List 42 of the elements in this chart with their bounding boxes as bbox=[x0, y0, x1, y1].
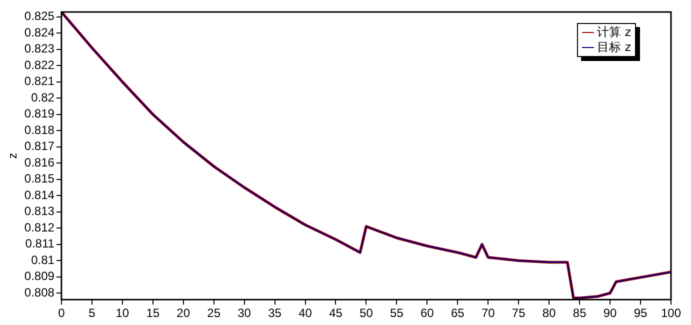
x-tick-label: 95 bbox=[634, 306, 648, 320]
x-tick-label: 100 bbox=[660, 306, 682, 320]
x-tick-label: 5 bbox=[88, 306, 96, 320]
x-tick-label: 70 bbox=[481, 306, 496, 320]
y-tick-label: 0.814 bbox=[24, 188, 55, 202]
y-tick-label: 0.816 bbox=[24, 155, 55, 170]
x-tick-label: 80 bbox=[542, 306, 556, 320]
y-tick-label: 0.824 bbox=[24, 25, 55, 40]
x-tick-label: 60 bbox=[420, 306, 434, 320]
x-tick-label: 20 bbox=[176, 306, 190, 320]
y-tick-label: 0.809 bbox=[24, 269, 55, 284]
x-tick-label: 25 bbox=[207, 306, 221, 320]
y-tick-label: 0.818 bbox=[24, 122, 55, 137]
y-tick-label: 0.821 bbox=[24, 74, 55, 88]
x-tick-label: 75 bbox=[512, 306, 526, 320]
x-tick-label: 10 bbox=[116, 306, 130, 320]
legend-label: 计算 z bbox=[596, 25, 631, 39]
x-tick-label: 15 bbox=[146, 306, 160, 320]
x-tick-label: 45 bbox=[329, 306, 343, 320]
x-tick-label: 90 bbox=[603, 306, 618, 320]
y-tick-label: 0.825 bbox=[24, 9, 55, 24]
x-tick-label: 65 bbox=[450, 306, 465, 320]
x-tick-label: 0 bbox=[58, 306, 66, 320]
y-axis-title: z bbox=[6, 152, 20, 159]
x-tick-label: 55 bbox=[390, 306, 404, 320]
y-tick-label: 0.808 bbox=[24, 285, 55, 300]
x-tick-label: 30 bbox=[238, 306, 252, 320]
y-tick-label: 0.82 bbox=[31, 90, 55, 104]
y-tick-label: 0.81 bbox=[31, 252, 55, 267]
x-tick-label: 40 bbox=[298, 306, 312, 320]
x-tick-label: 50 bbox=[360, 306, 374, 320]
y-tick-label: 0.817 bbox=[24, 139, 55, 154]
legend-label: 目标 z bbox=[596, 40, 631, 54]
y-tick-label: 0.812 bbox=[24, 220, 55, 234]
y-tick-label: 0.811 bbox=[25, 236, 55, 251]
y-tick-label: 0.815 bbox=[24, 172, 55, 186]
y-tick-label: 0.823 bbox=[24, 42, 55, 56]
y-tick-label: 0.822 bbox=[24, 58, 55, 72]
x-tick-label: 35 bbox=[268, 306, 282, 320]
y-tick-label: 0.819 bbox=[24, 106, 55, 121]
x-tick-label: 85 bbox=[572, 306, 587, 320]
y-tick-label: 0.813 bbox=[24, 204, 55, 218]
